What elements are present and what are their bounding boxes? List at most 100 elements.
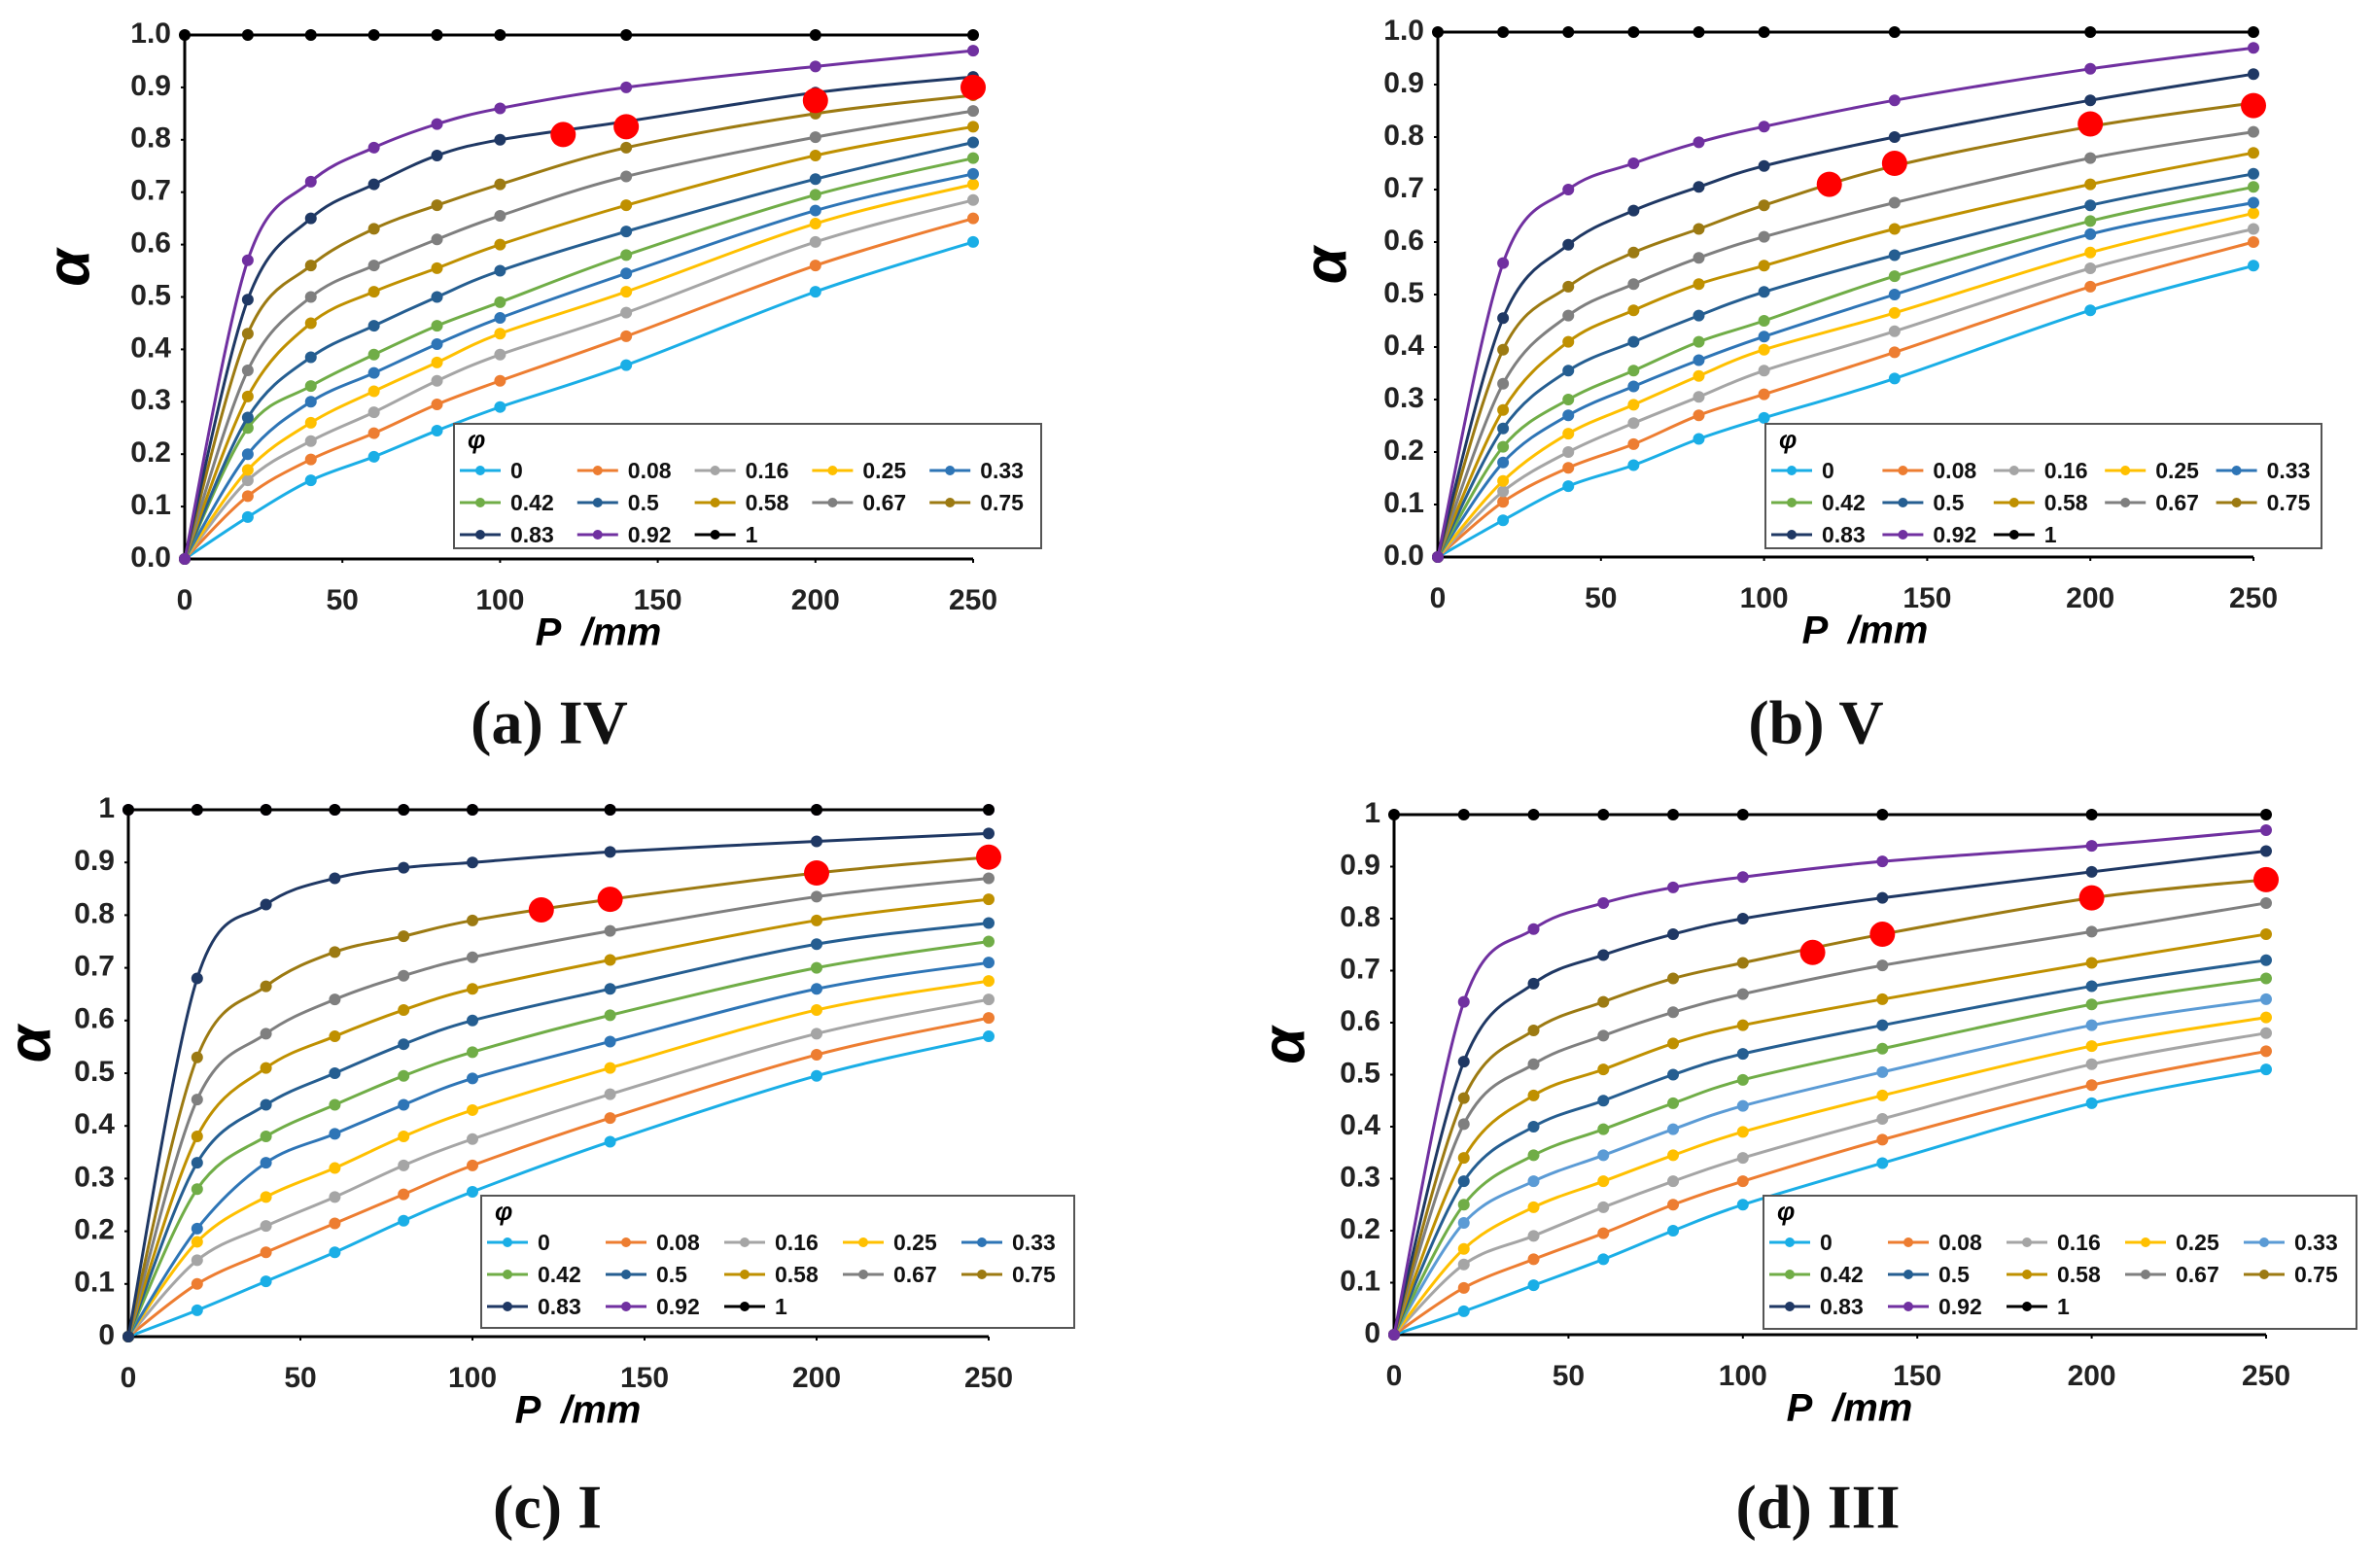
- series-marker: [191, 1157, 203, 1169]
- series-marker: [1736, 1073, 1749, 1086]
- series-line: [1436, 151, 2254, 558]
- series-marker: [260, 1062, 272, 1074]
- series-marker: [809, 260, 821, 272]
- series-marker: [1497, 496, 1510, 508]
- series-marker: [1432, 26, 1444, 38]
- legend-marker: [858, 1270, 868, 1279]
- series-marker: [811, 1003, 822, 1016]
- series-marker: [2085, 840, 2098, 853]
- series-marker: [1597, 809, 1610, 820]
- series-marker: [811, 914, 822, 926]
- series-marker: [1888, 249, 1901, 261]
- y-tick-label: 0.7: [1383, 172, 1424, 204]
- series-marker: [1876, 959, 1889, 972]
- series-marker: [398, 1188, 410, 1201]
- legend-marker: [740, 1270, 750, 1279]
- series-marker: [1876, 1157, 1889, 1169]
- legend-label: 0.83: [1820, 1294, 1864, 1319]
- series-marker: [811, 835, 822, 848]
- series-marker: [329, 1128, 341, 1140]
- series-marker: [983, 827, 995, 840]
- y-tick-label: 0.3: [1383, 382, 1424, 414]
- series-marker: [1527, 809, 1540, 820]
- series-line: [126, 960, 990, 1338]
- series-marker: [1497, 26, 1510, 38]
- y-tick-label: 0.5: [74, 1056, 115, 1088]
- legend-marker: [1903, 1270, 1913, 1279]
- series-marker: [809, 189, 821, 201]
- legend-label: 0: [1822, 458, 1834, 483]
- y-tick-label: 1: [1364, 797, 1380, 829]
- x-tick-label: 150: [1903, 582, 1951, 614]
- series-marker: [329, 1246, 341, 1259]
- series-line: [183, 183, 974, 560]
- legend-marker: [1785, 1302, 1795, 1311]
- series-marker: [1736, 1152, 1749, 1165]
- legend-marker: [475, 466, 485, 475]
- series-marker: [467, 983, 478, 995]
- legend-label: 0.58: [2044, 490, 2088, 515]
- legend-marker: [2008, 498, 2019, 507]
- series-marker: [241, 364, 254, 376]
- series-marker: [604, 1135, 616, 1148]
- series-marker: [1693, 26, 1705, 38]
- series-marker: [367, 366, 380, 379]
- y-tick-label: 0.6: [74, 1003, 115, 1035]
- panel: 0 0.1 0.2 0.3 0.4 0.5 0.6 0.7 0.8 0.9 1 0 50 100 150 20…: [1250, 797, 2357, 1542]
- series-marker: [179, 553, 191, 565]
- series-marker: [1876, 1112, 1889, 1125]
- series-marker: [1562, 238, 1575, 251]
- series-marker: [811, 938, 822, 951]
- series-marker: [967, 105, 979, 118]
- series-marker: [1497, 257, 1510, 269]
- series-line: [1392, 932, 2267, 1336]
- series-marker: [967, 167, 979, 180]
- legend-label: 0.16: [2044, 458, 2088, 483]
- series-marker: [1627, 459, 1640, 471]
- legend-marker: [621, 1302, 631, 1311]
- series-marker: [1758, 365, 1770, 377]
- series-marker: [1457, 1118, 1470, 1131]
- series-marker: [1527, 1089, 1540, 1101]
- y-tick-label: 0.8: [74, 897, 115, 929]
- series-marker: [367, 450, 380, 463]
- series-marker: [1758, 388, 1770, 401]
- caption: (a) IV: [471, 688, 628, 757]
- legend-marker: [827, 498, 838, 507]
- legend-marker: [945, 498, 956, 507]
- series-marker: [1693, 433, 1705, 445]
- series-marker: [604, 954, 616, 966]
- series-marker: [983, 1012, 995, 1025]
- series-marker: [620, 267, 633, 280]
- series-marker: [1497, 485, 1510, 498]
- series-line: [1436, 172, 2254, 558]
- series-marker: [241, 411, 254, 424]
- series-marker: [604, 846, 616, 858]
- legend-label: 0.16: [746, 458, 789, 483]
- series-marker: [1667, 1006, 1680, 1019]
- legend-label: 0.42: [1822, 490, 1866, 515]
- series-marker: [431, 291, 443, 303]
- series-marker: [809, 204, 821, 217]
- legend-marker: [503, 1302, 512, 1311]
- x-tick-label: 150: [634, 584, 682, 616]
- series-marker: [431, 29, 443, 41]
- legend-label: 0.92: [628, 522, 672, 547]
- series-marker: [1888, 372, 1901, 385]
- series-marker: [1527, 1230, 1540, 1242]
- series-marker: [1597, 896, 1610, 909]
- series-marker: [1497, 312, 1510, 325]
- series-marker: [260, 1157, 272, 1169]
- series-marker: [329, 1030, 341, 1043]
- series-marker: [620, 359, 633, 371]
- legend-label: 0.25: [2176, 1230, 2219, 1255]
- series-marker: [1758, 286, 1770, 298]
- series-marker: [811, 1028, 822, 1040]
- series-marker: [620, 226, 633, 238]
- y-tick-label: 0.8: [1383, 120, 1424, 152]
- series-marker: [1693, 136, 1705, 149]
- legend-marker: [1903, 1237, 1913, 1247]
- series-marker: [304, 291, 317, 303]
- series-marker: [983, 1030, 995, 1043]
- legend-label: 0.33: [1012, 1230, 1056, 1255]
